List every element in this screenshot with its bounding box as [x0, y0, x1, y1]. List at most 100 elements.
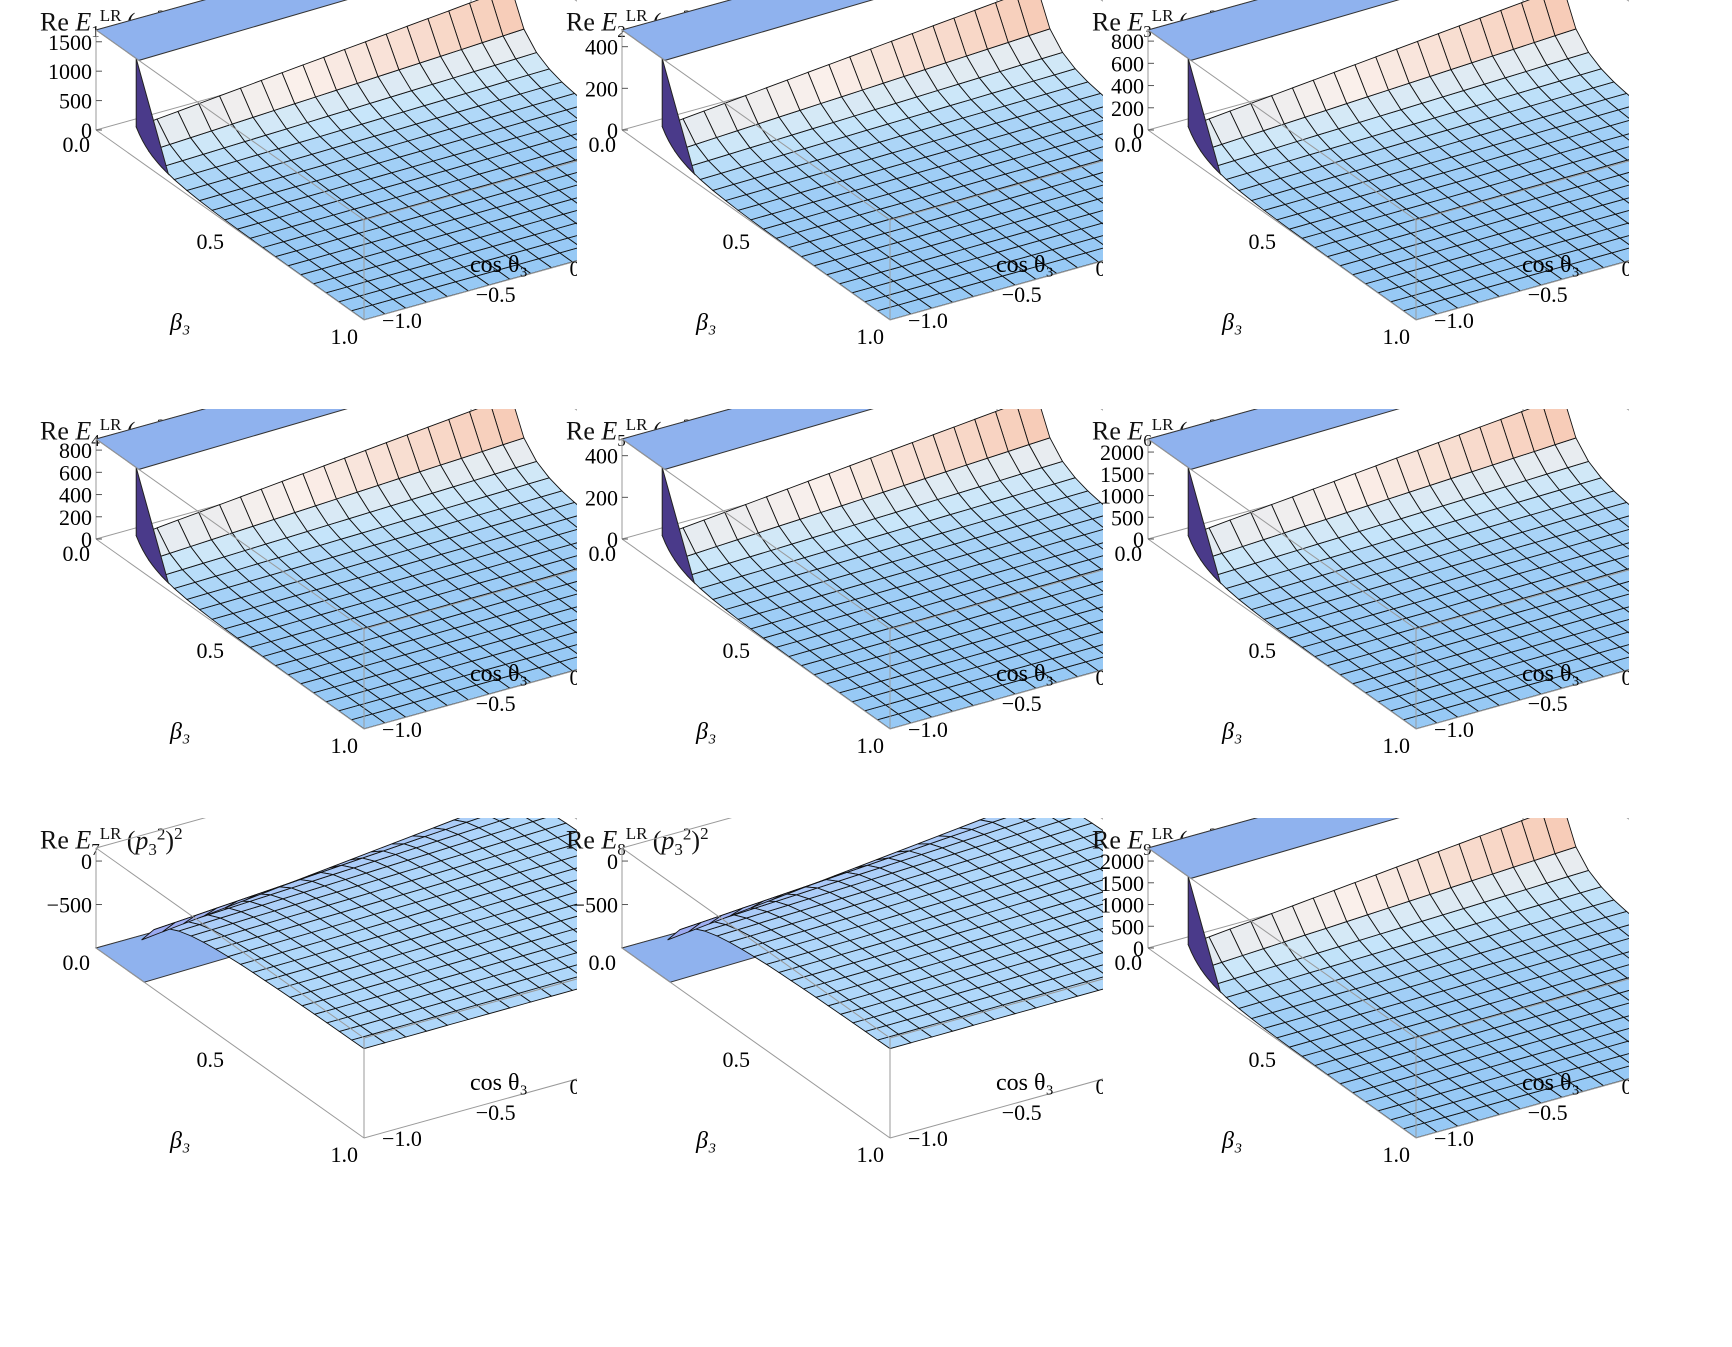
title-title-prefix: Re [1092, 7, 1128, 37]
title-title-symbol: E [1127, 7, 1144, 37]
beta-tick-label: 0.0 [63, 132, 91, 157]
beta-tick-label: 0.0 [63, 950, 91, 975]
beta-tick-label: 0.0 [589, 541, 617, 566]
beta-tick-label: 0.0 [589, 950, 617, 975]
title-factor: (p32) [121, 824, 175, 859]
z-tick-label: 2000 [1100, 849, 1144, 874]
z-tick-label: 200 [585, 485, 618, 510]
cos-tick-label: 0.0 [570, 665, 578, 690]
title-superscript: LR [99, 824, 122, 843]
x-axis-label: β₃ [1221, 1128, 1242, 1154]
title-title-prefix: Re [1092, 416, 1128, 446]
surface-side-wall [661, 58, 696, 176]
cos-tick-label: −1.0 [382, 1126, 422, 1151]
plot-panel-6: Re E6LR (p32)220001500100050000.00.51.0−… [1052, 409, 1629, 858]
cos-tick-label: 0.0 [1096, 256, 1104, 281]
box-edge-front-top [621, 847, 891, 1039]
surface-mesh [661, 0, 1103, 321]
z-tick-label: 0 [81, 118, 92, 143]
cos-tick-label: 0.0 [1622, 665, 1630, 690]
z-tick-label: 0 [607, 118, 618, 143]
cos-tick-label: −0.5 [476, 1100, 516, 1125]
surface-mesh [135, 0, 577, 321]
box-edge-front-bottom [95, 538, 365, 730]
y-axis-label: cos θ₃ [1522, 1070, 1580, 1096]
cos-tick-label: −1.0 [1434, 717, 1474, 742]
x-axis-label: β₃ [695, 719, 716, 745]
z-tick-label: 500 [1111, 505, 1144, 530]
z-tick-label: 1000 [1100, 893, 1144, 918]
y-axis-label: cos θ₃ [996, 1070, 1054, 1096]
x-axis-label: β₃ [1221, 310, 1242, 336]
box-edge-front-bottom [621, 538, 891, 730]
surface-side-wall [661, 467, 696, 585]
z-tick-label: 400 [59, 483, 92, 508]
y-axis-label: cos θ₃ [470, 661, 528, 687]
plot-panel-7: Re E7LR (p32)20−5000.00.51.0−1.0−0.50.00… [0, 818, 577, 1267]
beta-tick-label: 0.5 [1249, 1047, 1277, 1072]
z-tick-label: 1000 [1100, 484, 1144, 509]
cos-tick-label: −0.5 [476, 691, 516, 716]
surface-plot-svg: 20001500100050000.00.51.0−1.0−0.50.00.51… [1100, 818, 1629, 1167]
box-edge-right-bottom [1415, 260, 1629, 321]
title-title-symbol: E [1127, 416, 1144, 446]
cos-tick-label: 0.0 [1096, 665, 1104, 690]
title-superscript: LR [625, 824, 648, 843]
box-edge-left-top [621, 818, 733, 849]
box-edge-right-top [363, 978, 577, 1039]
beta-tick-label: 0.5 [723, 1047, 751, 1072]
title-title-symbol: E [601, 7, 618, 37]
x-axis-label: β₃ [695, 1128, 716, 1154]
title-title-symbol: E [75, 7, 92, 37]
z-tick-label: 800 [1111, 29, 1144, 54]
cos-tick-label: 0.0 [570, 256, 578, 281]
box-edge-front-bottom [621, 947, 891, 1139]
plot-panel-2: Re E2LR (p32)340020000.00.51.0−1.0−0.50.… [526, 0, 1103, 449]
box-edge-right-top [889, 569, 1103, 630]
z-tick-label: 200 [59, 505, 92, 530]
z-tick-label: 1000 [48, 59, 92, 84]
beta-tick-label: 1.0 [857, 1142, 885, 1167]
box-edge-right-top [1415, 569, 1629, 630]
x-axis-label: β₃ [169, 310, 190, 336]
cos-tick-label: −1.0 [1434, 1126, 1474, 1151]
box-edge-right-bottom [363, 260, 577, 321]
z-tick-label: 400 [585, 35, 618, 60]
box-edge-right-top [1415, 160, 1629, 221]
cos-tick-label: −1.0 [382, 308, 422, 333]
title-title-prefix: Re [40, 825, 76, 855]
beta-tick-label: 1.0 [1383, 324, 1411, 349]
surface-plot-svg: 80060040020000.00.51.0−1.0−0.50.00.51.0β… [1111, 0, 1630, 349]
title-title-prefix: Re [566, 416, 602, 446]
beta-tick-label: 0.5 [723, 638, 751, 663]
y-axis-label: cos θ₃ [470, 252, 528, 278]
beta-tick-label: 1.0 [857, 324, 885, 349]
title-title-symbol: E [601, 416, 618, 446]
surface-plot-svg: 1500100050000.00.51.0−1.0−0.50.00.51.0β₃… [48, 0, 578, 349]
beta-tick-label: 1.0 [331, 733, 359, 758]
beta-tick-label: 1.0 [331, 324, 359, 349]
z-tick-label: 0 [1133, 118, 1144, 143]
z-tick-label: 0 [1133, 936, 1144, 961]
plot-panel-8: Re E8LR (p32)20−5000.00.51.0−1.0−0.50.00… [526, 818, 1103, 1267]
cos-tick-label: −0.5 [1002, 282, 1042, 307]
cos-tick-label: 0.0 [1622, 256, 1630, 281]
cos-tick-label: −1.0 [908, 717, 948, 742]
cos-tick-label: −0.5 [1002, 691, 1042, 716]
beta-tick-label: 0.0 [1115, 950, 1143, 975]
box-edge-front-bottom [1147, 129, 1417, 321]
surface-patch [141, 922, 176, 941]
title-factor: (p32) [647, 824, 701, 859]
box-edge-front-bottom [621, 129, 891, 321]
beta-tick-label: 0.5 [197, 638, 225, 663]
z-tick-label: 500 [59, 89, 92, 114]
plot-panel-9: Re E9LR (p32)220001500100050000.00.51.0−… [1052, 818, 1629, 1267]
title-title-prefix: Re [566, 825, 602, 855]
box-edge-front-bottom [95, 947, 365, 1139]
z-tick-label: 1500 [48, 30, 92, 55]
cos-tick-label: −0.5 [1528, 691, 1568, 716]
beta-tick-label: 0.0 [589, 132, 617, 157]
cos-tick-label: −1.0 [908, 308, 948, 333]
z-tick-label: 200 [1111, 96, 1144, 121]
